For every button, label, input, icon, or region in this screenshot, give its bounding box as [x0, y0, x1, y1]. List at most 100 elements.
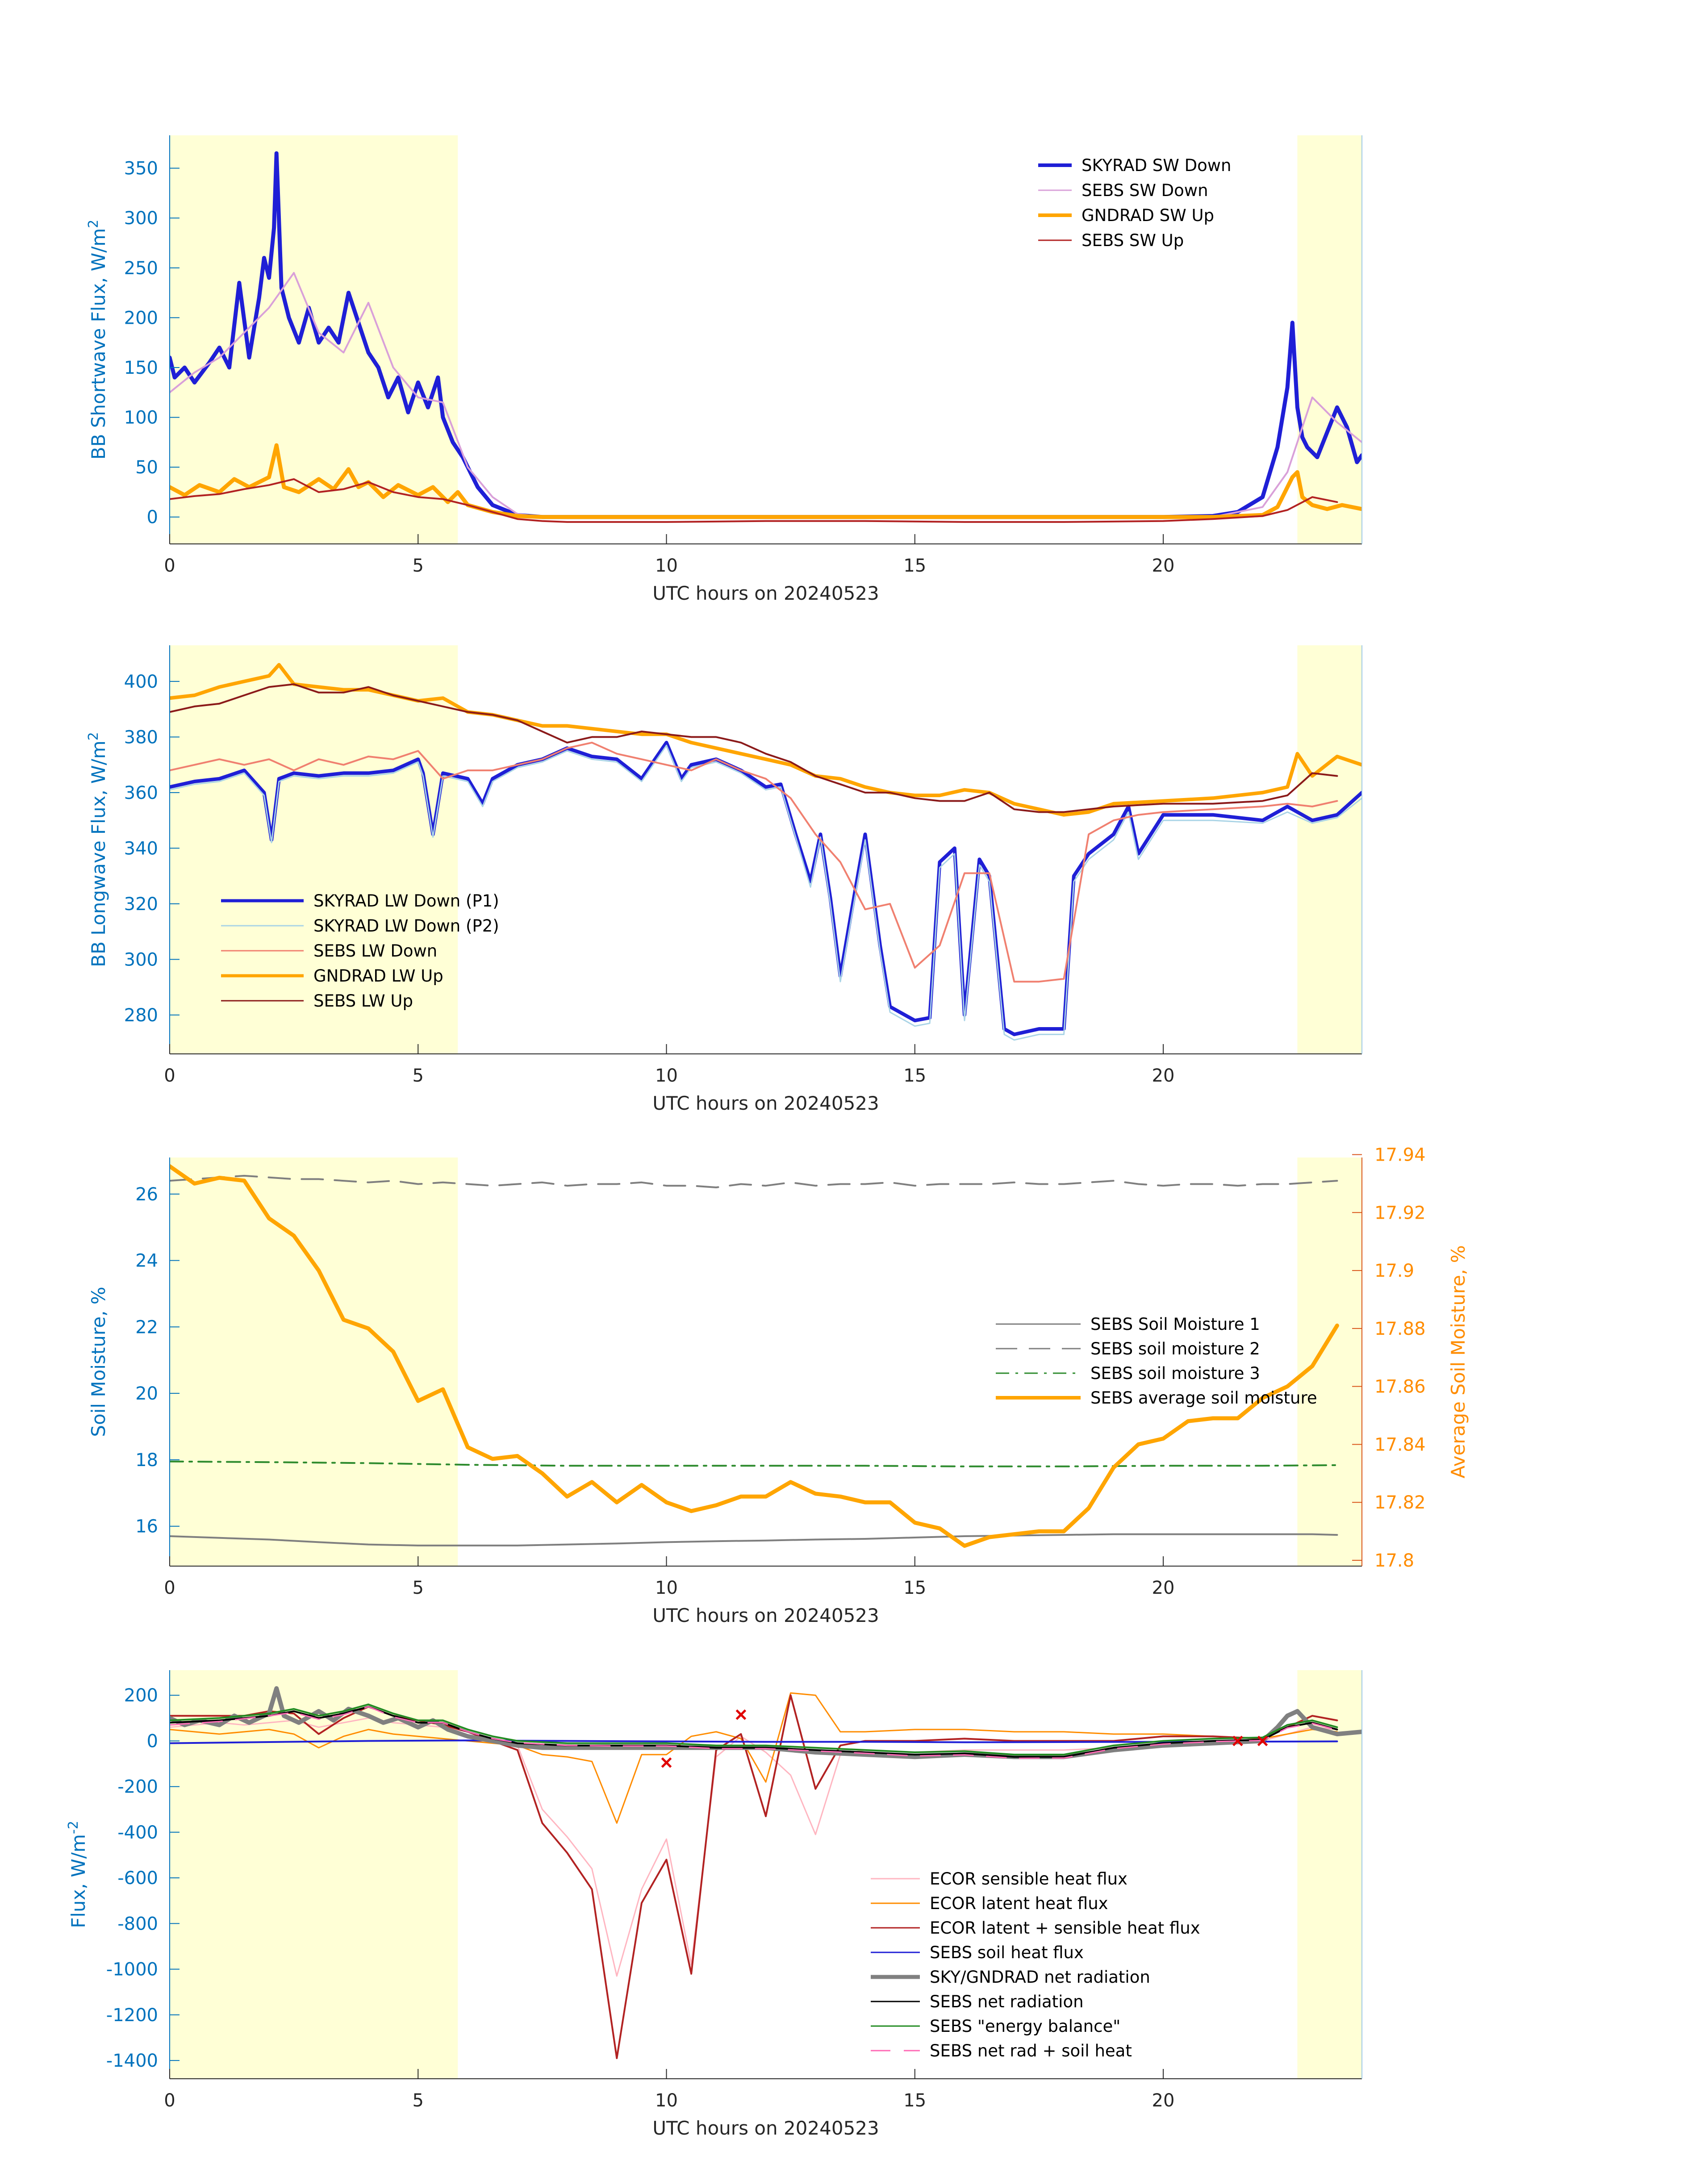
x-tick-label: 10: [655, 556, 678, 576]
y-tick-label: 18: [135, 1450, 158, 1471]
flag-marker: [735, 1709, 747, 1720]
x-tick-label: 5: [413, 1578, 424, 1598]
x-tick-label: 10: [655, 1578, 678, 1598]
y-tick-label: -600: [117, 1868, 158, 1889]
legend-label: SEBS LW Down: [313, 941, 437, 961]
series-line: [170, 744, 1362, 1041]
x-tick-label: 0: [164, 1578, 175, 1598]
y-tick-label: 16: [135, 1517, 158, 1537]
night-shade: [1297, 1670, 1362, 2079]
right-y-tick-label: 17.92: [1374, 1203, 1426, 1223]
right-y-tick-label: 17.88: [1374, 1319, 1426, 1339]
plot-area: [170, 1164, 1339, 1548]
right-y-tick-label: 17.82: [1374, 1492, 1426, 1513]
night-shade: [1297, 645, 1362, 1054]
x-tick-label: 15: [903, 1066, 926, 1086]
series-line: [170, 478, 1338, 523]
series-line: [170, 663, 1362, 817]
y-tick-label: 360: [124, 783, 158, 803]
plot-area: [170, 1686, 1362, 2059]
legend-label: SEBS LW Up: [313, 991, 413, 1011]
series-line: [170, 1717, 1338, 1977]
series-line: [170, 151, 1362, 519]
chart-p4: 0 5 10 15 20 -1400 -1200 -1000 -800 -600 -400 -200 0…: [66, 1670, 1362, 2139]
night-shade: [170, 135, 458, 544]
y-tick-label: 300: [124, 208, 158, 229]
x-axis-label: UTC hours on 20240523: [652, 1605, 879, 1626]
y-tick-label: -800: [117, 1914, 158, 1934]
y-tick-label: 22: [135, 1317, 158, 1337]
legend-label: SEBS Soil Moisture 1: [1090, 1315, 1260, 1334]
series-line: [170, 1164, 1339, 1548]
night-shade: [1297, 135, 1362, 544]
y-tick-label: 320: [124, 894, 158, 915]
y-tick-label: 250: [124, 258, 158, 279]
flag-marker: [1257, 1735, 1268, 1747]
night-shade: [170, 645, 458, 1054]
legend-label: SEBS net rad + soil heat: [930, 2041, 1132, 2060]
y-tick-label: -200: [117, 1777, 158, 1797]
legend-label: SEBS soil moisture 3: [1090, 1364, 1260, 1383]
x-tick-label: 0: [164, 556, 175, 576]
x-tick-label: 15: [903, 1578, 926, 1598]
legend-label: GNDRAD LW Up: [313, 966, 443, 986]
series-line: [170, 1533, 1338, 1546]
series-line: [170, 1686, 1362, 1759]
night-shade: [1297, 1157, 1362, 1566]
y-tick-label: 100: [124, 408, 158, 428]
flag-marker: [1232, 1735, 1243, 1747]
x-tick-label: 15: [903, 556, 926, 576]
legend-label: SEBS SW Down: [1082, 181, 1208, 200]
y-tick-label: 340: [124, 838, 158, 859]
series-line: [170, 1174, 1338, 1188]
series-line: [170, 683, 1338, 813]
flag-marker: [661, 1757, 672, 1768]
series-line: [170, 1706, 1338, 1759]
y-axis-label: BB Shortwave Flux, W/m2: [86, 220, 109, 460]
legend-label: GNDRAD SW Up: [1082, 206, 1214, 225]
y-axis-label: Flux, W/m-2: [66, 1821, 89, 1928]
legend-label: SEBS "energy balance": [930, 2017, 1120, 2036]
legend-label: ECOR sensible heat flux: [930, 1869, 1128, 1889]
legend-label: SEBS soil heat flux: [930, 1943, 1084, 1962]
y-tick-label: 200: [124, 1685, 158, 1706]
x-tick-label: 20: [1152, 1578, 1175, 1598]
y-tick-label: 400: [124, 672, 158, 692]
legend-label: SKY/GNDRAD net radiation: [930, 1968, 1150, 1987]
series-line: [170, 1694, 1338, 2059]
x-tick-label: 5: [413, 2090, 424, 2111]
series-line: [170, 272, 1362, 518]
legend-label: ECOR latent heat flux: [930, 1894, 1108, 1913]
series-line: [170, 741, 1338, 983]
x-axis-label: UTC hours on 20240523: [652, 2117, 879, 2139]
chart-p3: 0 5 10 15 20 16 18 20 22 24 26 17.8 17.82 17.84 17.86 1…: [88, 1145, 1469, 1626]
legend-label: SEBS net radiation: [930, 1992, 1084, 2011]
y-tick-label: 150: [124, 358, 158, 378]
series-line: [170, 740, 1362, 1036]
y-tick-label: 300: [124, 949, 158, 970]
y-axis-label: Soil Moisture, %: [88, 1287, 109, 1437]
legend-label: SKYRAD LW Down (P2): [313, 916, 499, 936]
x-tick-label: 0: [164, 2090, 175, 2111]
series-line: [170, 443, 1362, 519]
series-line: [170, 1460, 1338, 1467]
legend-label: ECOR latent + sensible heat flux: [930, 1918, 1200, 1938]
y-tick-label: 380: [124, 727, 158, 748]
y-tick-label: 20: [135, 1383, 158, 1404]
right-y-tick-label: 17.9: [1374, 1261, 1414, 1281]
y-axis-label: BB Longwave Flux, W/m2: [86, 732, 109, 967]
legend-label: SEBS soil moisture 2: [1090, 1339, 1260, 1358]
y-tick-label: 0: [147, 507, 158, 528]
y-tick-label: 26: [135, 1184, 158, 1205]
plot-area: [170, 151, 1362, 523]
y-tick-label: -1400: [106, 2051, 158, 2071]
right-y-tick-label: 17.8: [1374, 1550, 1414, 1571]
legend-label: SEBS average soil moisture: [1090, 1388, 1317, 1408]
chart-p2: 0 5 10 15 20 280 300 320 340 360 380 400 UTC hours o…: [86, 645, 1362, 1114]
x-tick-label: 0: [164, 1066, 175, 1086]
series-line: [170, 1703, 1338, 1756]
y-tick-label: 280: [124, 1005, 158, 1026]
y-tick-label: 350: [124, 159, 158, 179]
x-tick-label: 10: [655, 2090, 678, 2111]
